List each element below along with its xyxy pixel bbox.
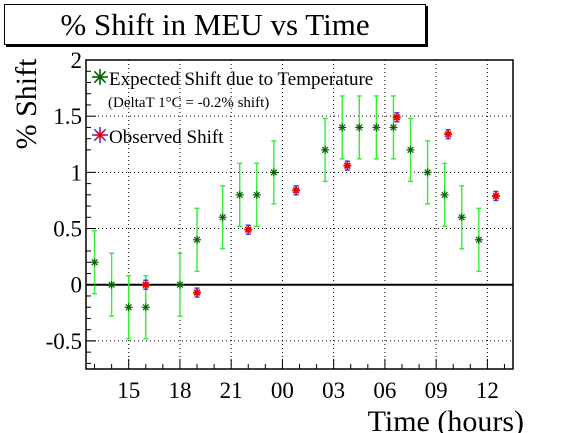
legend-observed-marker-inner bbox=[95, 130, 105, 140]
y-axis-label: % Shift bbox=[10, 58, 43, 150]
chart-title: % Shift in MEU vs Time bbox=[60, 7, 370, 42]
y-tick-label: 0.5 bbox=[53, 217, 82, 242]
observed-point bbox=[491, 191, 500, 200]
y-tick-label: -0.5 bbox=[46, 329, 82, 354]
marker-stroke bbox=[373, 124, 380, 131]
x-tick-label: 12 bbox=[476, 378, 499, 403]
marker-stroke bbox=[253, 191, 261, 199]
observed-point bbox=[141, 280, 150, 289]
y-tick-label: 1 bbox=[71, 160, 83, 185]
marker-stroke bbox=[475, 236, 483, 244]
chart-title-box: % Shift in MEU vs Time bbox=[4, 4, 426, 45]
legend-expected-marker bbox=[92, 69, 108, 85]
marker-stroke bbox=[424, 169, 431, 176]
legend-note: (DeltaT 1°C = -0.2% shift) bbox=[108, 95, 269, 111]
y-tick-label: 2 bbox=[71, 48, 83, 73]
expected-point bbox=[355, 123, 364, 132]
x-tick-label: 18 bbox=[168, 378, 191, 403]
expected-point bbox=[440, 190, 449, 199]
expected-point bbox=[175, 280, 184, 289]
observed-point bbox=[392, 113, 401, 122]
expected-point bbox=[406, 145, 415, 154]
marker-stroke bbox=[236, 191, 243, 199]
grid bbox=[86, 60, 513, 369]
observed-point bbox=[444, 130, 453, 139]
expected-point bbox=[141, 303, 150, 312]
x-tick-label: 00 bbox=[271, 378, 294, 403]
marker-stroke bbox=[343, 162, 351, 170]
expected-point bbox=[107, 280, 116, 289]
expected-point bbox=[389, 123, 398, 132]
frame bbox=[85, 59, 514, 370]
marker-stroke bbox=[244, 226, 252, 234]
expected-point bbox=[338, 123, 347, 132]
x-tick-label: 21 bbox=[220, 378, 243, 403]
tick-labels: -0.5 0 0.5 1 1.5 2 15 18 21 00 03 06 09 12 bbox=[46, 48, 499, 403]
expected-point bbox=[90, 258, 99, 267]
observed-point bbox=[244, 225, 253, 234]
marker-stroke bbox=[321, 146, 329, 154]
marker-stroke bbox=[444, 130, 452, 138]
expected-point bbox=[457, 213, 466, 222]
expected-point bbox=[423, 168, 432, 177]
observed-point bbox=[193, 288, 202, 297]
marker-stroke bbox=[142, 281, 150, 289]
y-tick-label: 1.5 bbox=[53, 104, 82, 129]
marker-stroke bbox=[458, 214, 466, 221]
marker-stroke bbox=[108, 281, 115, 288]
marker-stroke bbox=[93, 70, 107, 84]
marker-stroke bbox=[356, 124, 363, 131]
marker-stroke bbox=[91, 259, 98, 266]
marker-stroke bbox=[492, 192, 500, 200]
legend: Expected Shift due to Temperature (DeltaT… bbox=[92, 69, 373, 148]
expected-point bbox=[321, 145, 330, 154]
x-axis-label: Time (hours) bbox=[368, 405, 524, 433]
marker-stroke bbox=[338, 124, 346, 131]
series-layer bbox=[90, 95, 500, 340]
expected-point bbox=[269, 168, 278, 177]
marker-stroke bbox=[176, 281, 184, 288]
observed-point bbox=[292, 186, 301, 195]
marker-stroke bbox=[407, 146, 414, 154]
expected-point bbox=[193, 235, 202, 244]
expected-point bbox=[124, 303, 133, 312]
x-tick-label: 09 bbox=[425, 378, 448, 403]
marker-stroke bbox=[390, 124, 397, 131]
expected-point bbox=[252, 190, 261, 199]
marker-stroke bbox=[125, 303, 132, 311]
x-tick-label: 03 bbox=[322, 378, 345, 403]
expected-point bbox=[372, 123, 381, 132]
marker-stroke bbox=[292, 186, 300, 194]
legend-observed-label: Observed Shift bbox=[109, 127, 224, 148]
marker-stroke bbox=[96, 131, 104, 139]
marker-stroke bbox=[393, 113, 401, 121]
x-tick-label: 06 bbox=[373, 378, 396, 403]
observed-point bbox=[343, 161, 352, 170]
marker-stroke bbox=[142, 303, 150, 311]
legend-expected-label: Expected Shift due to Temperature bbox=[109, 69, 373, 90]
expected-point bbox=[474, 235, 483, 244]
expected-point bbox=[235, 190, 244, 199]
marker-stroke bbox=[441, 191, 448, 199]
marker-stroke bbox=[219, 214, 226, 221]
expected-point bbox=[218, 213, 227, 222]
x-tick-label: 15 bbox=[117, 378, 140, 403]
y-tick-label: 0 bbox=[71, 273, 83, 298]
marker-stroke bbox=[270, 169, 278, 176]
marker-stroke bbox=[193, 236, 201, 244]
marker-stroke bbox=[193, 289, 201, 297]
